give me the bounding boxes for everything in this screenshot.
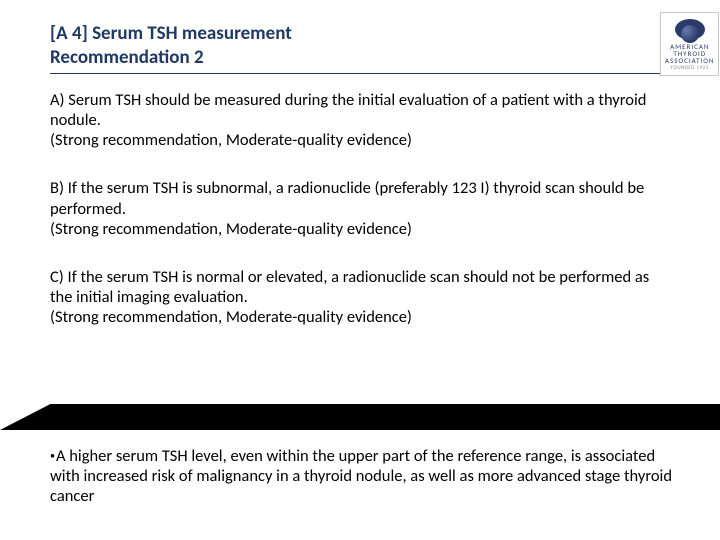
logo-founded: FOUNDED 1923: [671, 65, 709, 71]
title-line-2: Recommendation 2: [50, 46, 660, 70]
footnote-text: A higher serum TSH level, even within th…: [50, 446, 672, 506]
section-b-evidence: (Strong recommendation, Moderate-quality…: [50, 219, 412, 239]
section-c-evidence: (Strong recommendation, Moderate-quality…: [50, 307, 412, 327]
thyroid-emblem-icon: [675, 19, 705, 40]
section-a-text: A) Serum TSH should be measured during t…: [50, 90, 646, 130]
section-c-text: C) If the serum TSH is normal or elevate…: [50, 267, 649, 307]
section-a: A) Serum TSH should be measured during t…: [50, 90, 660, 150]
footnote: •A higher serum TSH level, even within t…: [50, 446, 680, 506]
title-underline: [50, 73, 660, 74]
slide: [A 4] Serum TSH measurement Recommendati…: [0, 0, 720, 540]
logo-text-3: ASSOCIATION: [665, 57, 714, 64]
title-line-1: [A 4] Serum TSH measurement: [50, 22, 660, 46]
section-c: C) If the serum TSH is normal or elevate…: [50, 267, 660, 327]
bullet-icon: •: [50, 449, 55, 462]
section-a-evidence: (Strong recommendation, Moderate-quality…: [50, 130, 412, 150]
body-area: A) Serum TSH should be measured during t…: [50, 90, 680, 327]
ata-logo: AMERICAN THYROID ASSOCIATION FOUNDED 192…: [660, 12, 719, 76]
title-block: [A 4] Serum TSH measurement Recommendati…: [50, 22, 660, 74]
section-b-text: B) If the serum TSH is subnormal, a radi…: [50, 178, 644, 218]
divider-bar: [0, 404, 720, 430]
section-b: B) If the serum TSH is subnormal, a radi…: [50, 178, 660, 238]
header-row: [A 4] Serum TSH measurement Recommendati…: [50, 22, 680, 76]
